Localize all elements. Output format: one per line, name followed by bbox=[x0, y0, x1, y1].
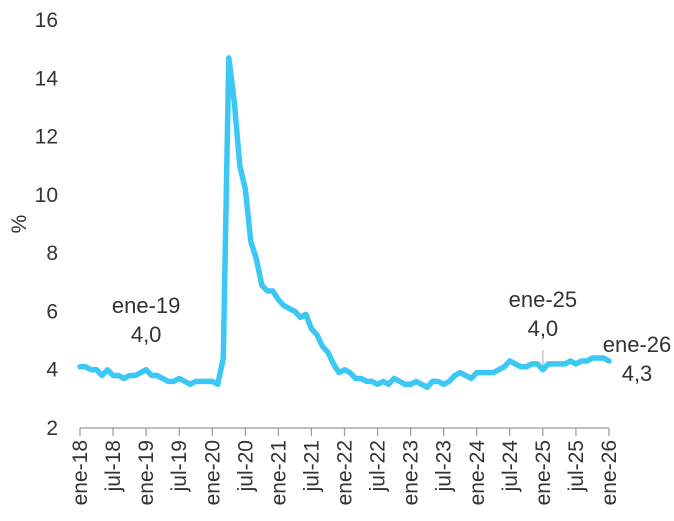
y-tick-label: 8 bbox=[46, 242, 58, 265]
annotation-date: ene-19 bbox=[112, 293, 181, 318]
x-tick-label: ene-23 bbox=[400, 440, 423, 505]
y-tick-label: 6 bbox=[46, 300, 58, 323]
x-tick-label: jul-20 bbox=[234, 440, 257, 492]
x-tick-label: jul-21 bbox=[300, 440, 323, 492]
y-tick-label: 10 bbox=[35, 184, 58, 207]
x-tick-label: jul-24 bbox=[499, 440, 522, 493]
x-tick-label: ene-21 bbox=[267, 440, 290, 505]
series-line bbox=[77, 55, 612, 390]
x-tick-label: jul-18 bbox=[102, 440, 125, 492]
y-tick-label: 16 bbox=[35, 9, 58, 32]
annotation-date: ene-26 bbox=[603, 332, 672, 357]
x-tick-label: ene-19 bbox=[135, 440, 158, 505]
annotation-value: 4,0 bbox=[131, 322, 162, 347]
annotation-value: 4,0 bbox=[528, 316, 559, 341]
y-tick-label: 4 bbox=[46, 359, 58, 382]
x-tick-label: jul-19 bbox=[168, 440, 191, 492]
series-group bbox=[77, 55, 612, 390]
x-axis: ene-18 jul-18 ene-19 jul-19 ene-20 jul-20 ene-… bbox=[69, 427, 621, 506]
x-tick-label: ene-25 bbox=[532, 440, 555, 505]
y-tick-label: 12 bbox=[35, 126, 58, 149]
y-axis-label: % bbox=[8, 215, 31, 234]
y-tick-label: 14 bbox=[35, 67, 59, 90]
x-tick-label: jul-23 bbox=[433, 440, 456, 492]
annotation-value: 4,3 bbox=[622, 361, 653, 386]
x-tick-label: jul-25 bbox=[565, 440, 588, 492]
y-axis-ticks: 2 4 6 8 10 12 14 16 bbox=[35, 9, 59, 440]
x-tick-label: jul-22 bbox=[367, 440, 390, 492]
x-tick-label: ene-22 bbox=[334, 440, 357, 505]
x-tick-label: ene-18 bbox=[69, 440, 92, 505]
x-tick-label: ene-26 bbox=[598, 440, 621, 505]
x-tick-label: ene-24 bbox=[466, 440, 489, 506]
y-tick-label: 2 bbox=[46, 417, 58, 440]
annotation-date: ene-25 bbox=[509, 287, 578, 312]
x-tick-label: ene-20 bbox=[201, 440, 224, 505]
annotations-group: ene-19 4,0 ene-25 4,0 ene-26 4,3 bbox=[112, 287, 671, 386]
